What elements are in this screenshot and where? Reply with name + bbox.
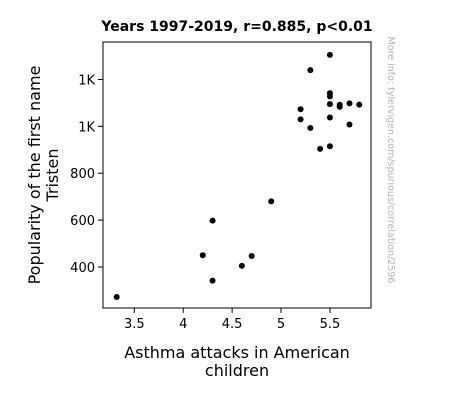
x-axis: 3.5 4 4.5 5 5.5	[124, 308, 340, 332]
source-watermark: More info: tylervigen.com/spurious/corre…	[385, 37, 396, 284]
data-points	[113, 51, 363, 300]
data-point	[346, 100, 353, 107]
y-tick-label: 400	[70, 261, 95, 276]
x-tick-label: 3.5	[124, 317, 145, 332]
chart-title: Years 1997-2019, r=0.885, p<0.01	[100, 19, 372, 35]
data-point	[199, 252, 206, 259]
y-tick-label: 800	[70, 167, 95, 182]
x-tick-label: 4	[179, 317, 187, 332]
x-tick-label: 5	[277, 317, 285, 332]
y-axis-label-line-2: Tristen	[43, 148, 62, 202]
data-point	[326, 143, 333, 150]
data-point	[356, 101, 363, 108]
data-point	[326, 51, 333, 58]
data-point	[326, 114, 333, 121]
data-point	[297, 116, 304, 123]
y-tick-label: 600	[70, 214, 95, 229]
plot-frame	[102, 41, 372, 309]
data-point	[209, 277, 216, 284]
data-point	[326, 93, 333, 100]
x-axis-label-line-2: children	[205, 361, 269, 380]
data-point	[268, 198, 275, 205]
data-point	[307, 67, 314, 74]
x-tick-label: 4.5	[222, 317, 243, 332]
data-point	[113, 293, 120, 300]
data-point	[326, 101, 333, 108]
x-tick-label: 5.5	[320, 317, 341, 332]
data-point	[297, 106, 304, 113]
y-tick-label: 1K	[78, 120, 95, 135]
y-tick-label: 1K	[78, 73, 95, 88]
data-point	[209, 217, 216, 224]
data-point	[317, 145, 324, 152]
data-point	[336, 103, 343, 110]
data-point	[248, 252, 255, 259]
data-point	[238, 262, 245, 269]
y-axis-label-line-1: Popularity of the first name	[25, 66, 44, 285]
y-axis: 400 600 800 1K 1K	[70, 73, 103, 276]
data-point	[307, 125, 314, 132]
x-axis-label-line-1: Asthma attacks in American	[124, 343, 350, 362]
data-point	[346, 121, 353, 128]
